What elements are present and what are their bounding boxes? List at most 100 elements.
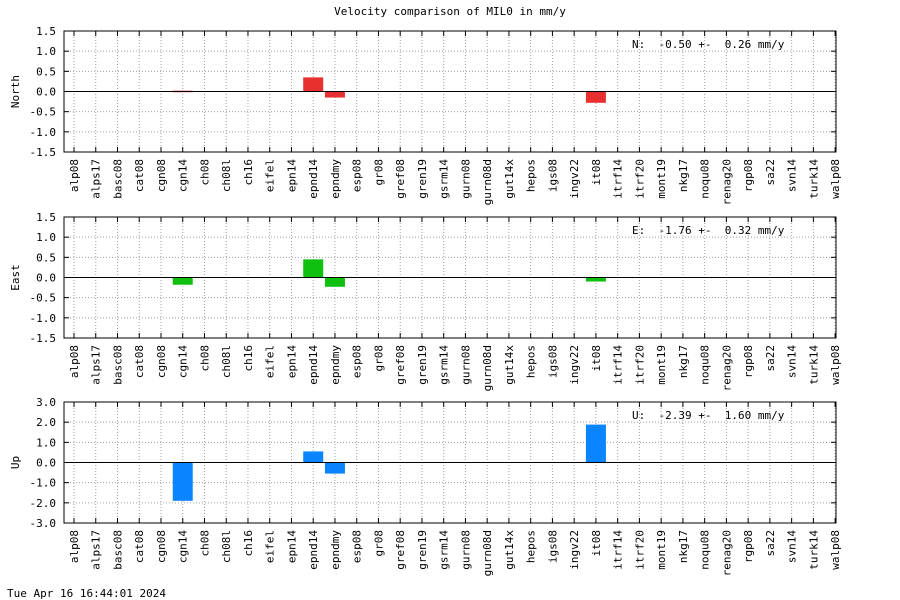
x-tick-label: epn14 xyxy=(285,530,298,563)
x-tick-label: noqu08 xyxy=(699,159,712,199)
x-tick-label: gurn08 xyxy=(459,159,472,199)
x-tick-label: igs08 xyxy=(546,530,559,563)
plot-frame xyxy=(63,30,837,153)
x-tick-label: itrf20 xyxy=(633,530,646,570)
x-tick-label: alps17 xyxy=(90,345,103,385)
x-tick-label: walp08 xyxy=(829,530,842,570)
x-tick-label: ch08 xyxy=(198,345,211,372)
y-tick-label: -0.5 xyxy=(30,292,57,305)
x-tick-label: gref08 xyxy=(394,345,407,385)
x-tick-label: itrf20 xyxy=(633,159,646,199)
x-tick-label: cgn08 xyxy=(155,159,168,192)
x-tick-label: it08 xyxy=(590,159,603,186)
x-tick-label: sa22 xyxy=(764,530,777,557)
x-tick-label: cgn08 xyxy=(155,530,168,563)
bar-epndmy xyxy=(324,91,345,98)
x-tick-label: noqu08 xyxy=(699,530,712,570)
panel-up: 3.0 2.0 1.0 0.0 -1.0 -2.0 -3.0 alp08 alps17 basc0… xyxy=(9,396,842,576)
x-tick-label: walp08 xyxy=(829,345,842,385)
bar-epnd14 xyxy=(303,77,324,92)
stats-annotation: E: -1.76 +- 0.32 mm/y xyxy=(632,224,785,237)
x-tick-label: ch08 xyxy=(198,159,211,186)
plot-frame xyxy=(63,401,837,524)
x-tick-label: gsrm14 xyxy=(438,530,451,570)
panel-east: 1.5 1.0 0.5 0.0 -0.5 -1.0 -1.5 alp08 alps17 basc0… xyxy=(9,211,842,391)
x-tick-label: eifel xyxy=(264,159,277,192)
y-tick-label: 0.0 xyxy=(36,457,56,470)
x-tick-label: rgp08 xyxy=(742,345,755,378)
x-tick-label: epndmy xyxy=(329,159,342,199)
x-tick-label: gsrm14 xyxy=(438,345,451,385)
x-tick-label: mont19 xyxy=(655,530,668,570)
x-tick-label: renag20 xyxy=(720,159,733,205)
x-tick-label: renag20 xyxy=(720,345,733,391)
x-tick-label: itrf14 xyxy=(612,345,625,385)
stats-annotation: U: -2.39 +- 1.60 mm/y xyxy=(632,409,785,422)
x-tick-label: gut14x xyxy=(503,159,516,199)
x-tick-label: turk14 xyxy=(807,345,820,385)
x-tick-label: gref08 xyxy=(394,530,407,570)
y-tick-label: -1.5 xyxy=(30,332,57,345)
x-tick-label: hepos xyxy=(525,530,538,563)
x-tick-label: cat08 xyxy=(133,530,146,563)
y-tick-label: -1.0 xyxy=(30,312,57,325)
x-tick-label: ch16 xyxy=(242,345,255,372)
x-tick-label: basc08 xyxy=(111,159,124,199)
x-tick-label: gurn08d xyxy=(481,345,494,391)
x-tick-label: turk14 xyxy=(807,159,820,199)
x-tick-label: eifel xyxy=(264,530,277,563)
x-tick-label: nkg17 xyxy=(677,345,690,378)
x-tick-label: esp08 xyxy=(351,159,364,192)
x-tick-label: igs08 xyxy=(546,345,559,378)
x-tick-label: epnd14 xyxy=(307,530,320,570)
y-tick-label: 0.5 xyxy=(36,65,56,78)
x-tick-label: cgn14 xyxy=(177,159,190,192)
x-tick-label: sa22 xyxy=(764,345,777,372)
y-tick-label: 2.0 xyxy=(36,416,56,429)
x-tick-label: cat08 xyxy=(133,159,146,192)
x-tick-label: eifel xyxy=(264,345,277,378)
y-tick-label: -1.0 xyxy=(30,477,57,490)
x-tick-label: ch16 xyxy=(242,159,255,186)
x-tick-label: svn14 xyxy=(786,345,799,378)
x-tick-label: nkg17 xyxy=(677,530,690,563)
bar-epnd14 xyxy=(303,451,324,463)
x-tick-label: ingv22 xyxy=(568,159,581,199)
x-tick-label: cgn14 xyxy=(177,345,190,378)
x-tick-label: mont19 xyxy=(655,159,668,199)
x-tick-label: alp08 xyxy=(68,530,81,563)
x-tick-label: gr08 xyxy=(372,530,385,557)
x-tick-label: hepos xyxy=(525,159,538,192)
bar-epnd14 xyxy=(303,259,324,278)
x-tick-label: esp08 xyxy=(351,345,364,378)
timestamp: Tue Apr 16 16:44:01 2024 xyxy=(7,587,166,600)
x-tick-label: gut14x xyxy=(503,530,516,570)
x-tick-label: epnd14 xyxy=(307,345,320,385)
x-tick-label: gurn08d xyxy=(481,530,494,576)
y-tick-label: 3.0 xyxy=(36,396,56,409)
x-tick-label: mont19 xyxy=(655,345,668,385)
y-tick-label: 0.0 xyxy=(36,272,56,285)
x-tick-label: cat08 xyxy=(133,345,146,378)
bar-cgn14 xyxy=(172,277,193,285)
x-tick-label: gut14x xyxy=(503,345,516,385)
x-tick-label: renag20 xyxy=(720,530,733,576)
y-tick-label: 1.0 xyxy=(36,231,56,244)
y-tick-label: 0.0 xyxy=(36,86,56,99)
x-tick-label: itrf14 xyxy=(612,530,625,570)
y-tick-label: -0.5 xyxy=(30,106,57,119)
x-tick-label: rgp08 xyxy=(742,530,755,563)
bar-epndmy xyxy=(324,462,345,474)
x-tick-label: sa22 xyxy=(764,159,777,186)
plot-frame xyxy=(63,216,837,339)
x-tick-label: gurn08 xyxy=(459,345,472,385)
x-tick-label: alp08 xyxy=(68,345,81,378)
x-tick-label: itrf20 xyxy=(633,345,646,385)
x-tick-label: gr08 xyxy=(372,159,385,186)
x-tick-label: igs08 xyxy=(546,159,559,192)
x-tick-label: turk14 xyxy=(807,530,820,570)
x-tick-label: gren19 xyxy=(416,530,429,570)
x-tick-label: cgn14 xyxy=(177,530,190,563)
x-tick-label: epndmy xyxy=(329,345,342,385)
x-tick-label: itrf14 xyxy=(612,159,625,199)
